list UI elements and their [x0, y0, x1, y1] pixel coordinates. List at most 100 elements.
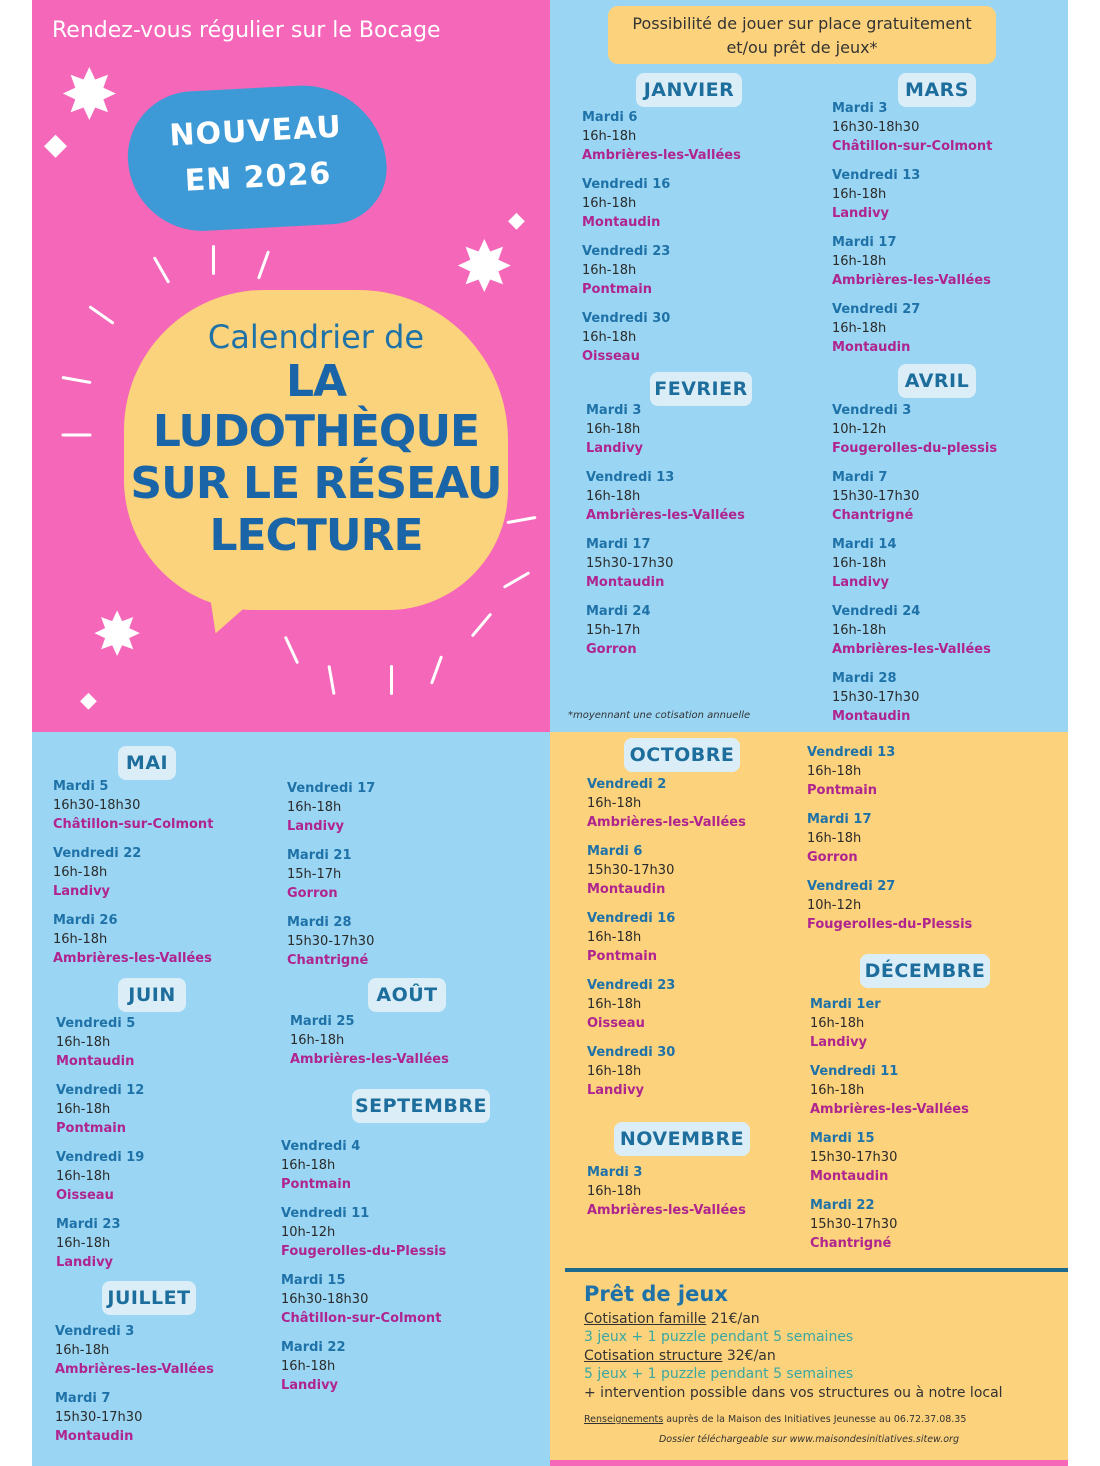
calendrier-de: Calendrier de	[207, 318, 425, 356]
event-time: 16h-18h	[587, 930, 642, 945]
structure-line: Cotisation structure 32€/an	[584, 1347, 776, 1365]
event-time: 10h-12h	[281, 1225, 336, 1240]
event-item: Mardi 3 16h-18h Landivy	[586, 401, 643, 458]
event-place: Landivy	[281, 1378, 339, 1393]
rens-text: auprès de la Maison des Initiatives Jeun…	[666, 1414, 967, 1425]
event-item: Vendredi 24 16h-18h Ambrières-les-Vallées	[832, 602, 991, 659]
event-item: Mardi 17 16h-18h Gorron	[807, 810, 872, 867]
footnote: *moyennant une cotisation annuelle	[568, 710, 751, 721]
calendar-panel-oct-dec	[550, 732, 1068, 1466]
event-place: Montaudin	[582, 215, 661, 230]
event-item: Mardi 15 16h30-18h30 Châtillon-sur-Colmont	[281, 1271, 441, 1328]
event-place: Fougerolles-du-Plessis	[807, 917, 973, 932]
sparkle-icon: ✸	[92, 600, 143, 670]
event-item: Vendredi 3 10h-12h Fougerolles-du-plessis	[832, 401, 997, 458]
event-day: Mardi 17	[807, 812, 872, 827]
month-header: DÉCEMBRE	[860, 954, 990, 988]
event-item: Vendredi 11 10h-12h Fougerolles-du-Plessis	[281, 1204, 446, 1261]
month-header: AOÛT	[368, 978, 446, 1012]
event-item: Mardi 22 16h-18h Landivy	[281, 1338, 346, 1395]
event-day: Mardi 15	[281, 1273, 346, 1288]
month-header: OCTOBRE	[624, 738, 740, 772]
title-line: LA	[285, 356, 347, 407]
event-item: Vendredi 22 16h-18h Landivy	[53, 844, 141, 901]
famille-price: 21€/an	[710, 1311, 760, 1327]
event-item: Mardi 7 15h30-17h30 Montaudin	[55, 1389, 142, 1446]
event-time: 15h30-17h30	[587, 863, 675, 878]
rens-label: Renseignements	[584, 1414, 664, 1425]
structure-label: Cotisation structure	[584, 1348, 723, 1364]
event-day: Vendredi 5	[56, 1016, 136, 1031]
event-time: 16h-18h	[582, 330, 637, 345]
event-place: Chantrigné	[287, 953, 369, 968]
event-time: 16h-18h	[587, 997, 642, 1012]
event-item: Mardi 3 16h30-18h30 Châtillon-sur-Colmont	[832, 99, 992, 156]
event-time: 16h-18h	[55, 1343, 110, 1358]
event-day: Vendredi 19	[56, 1150, 145, 1165]
event-item: Vendredi 23 16h-18h Pontmain	[582, 242, 670, 299]
event-day: Mardi 21	[287, 848, 352, 863]
event-time: 16h-18h	[810, 1083, 865, 1098]
event-place: Gorron	[807, 850, 858, 865]
event-item: Mardi 26 16h-18h Ambrières-les-Vallées	[53, 911, 212, 968]
event-time: 16h-18h	[586, 422, 641, 437]
month-header: JUILLET	[102, 1281, 196, 1315]
event-item: Mardi 23 16h-18h Landivy	[56, 1215, 121, 1272]
event-place: Fougerolles-du-plessis	[832, 441, 998, 456]
event-time: 16h-18h	[582, 196, 637, 211]
event-time: 16h-18h	[810, 1016, 865, 1031]
event-place: Ambrières-les-Vallées	[810, 1102, 969, 1117]
event-day: Vendredi 24	[832, 604, 921, 619]
event-day: Vendredi 27	[807, 879, 896, 894]
event-day: Mardi 6	[587, 844, 643, 859]
event-place: Ambrières-les-Vallées	[55, 1362, 214, 1377]
note-line: Possibilité de jouer sur place gratuitem…	[632, 14, 972, 33]
event-day: Vendredi 23	[582, 244, 671, 259]
event-day: Vendredi 23	[587, 978, 676, 993]
event-item: Mardi 28 15h30-17h30 Montaudin	[832, 669, 919, 726]
nouveau-line2: EN 2026	[183, 156, 333, 199]
event-time: 16h30-18h30	[832, 120, 920, 135]
event-time: 10h-12h	[807, 898, 862, 913]
event-time: 16h-18h	[56, 1169, 111, 1184]
dossier-link: Dossier téléchargeable sur www.maisondes…	[658, 1434, 959, 1445]
event-item: Vendredi 3 16h-18h Ambrières-les-Vallées	[55, 1322, 214, 1379]
event-item: Vendredi 13 16h-18h Landivy	[832, 166, 920, 223]
event-time: 16h-18h	[56, 1035, 111, 1050]
event-day: Vendredi 27	[832, 302, 921, 317]
event-day: Mardi 7	[55, 1391, 111, 1406]
event-time: 16h-18h	[53, 932, 108, 947]
event-place: Oisseau	[587, 1016, 645, 1031]
event-place: Landivy	[587, 1083, 645, 1098]
event-place: Landivy	[53, 884, 111, 899]
divider	[565, 1268, 1068, 1272]
event-time: 16h-18h	[281, 1359, 336, 1374]
event-place: Montaudin	[586, 575, 665, 590]
event-place: Pontmain	[807, 783, 877, 798]
event-time: 15h30-17h30	[586, 556, 674, 571]
event-item: Vendredi 17 16h-18h Landivy	[287, 779, 375, 836]
event-day: Mardi 3	[587, 1165, 643, 1180]
event-day: Vendredi 16	[582, 177, 671, 192]
month-header: SEPTEMBRE	[352, 1089, 490, 1123]
event-day: Mardi 26	[53, 913, 118, 928]
event-place: Ambrières-les-Vallées	[587, 815, 746, 830]
structure-price: 32€/an	[726, 1348, 776, 1364]
event-time: 16h-18h	[586, 489, 641, 504]
event-item: Mardi 1er 16h-18h Landivy	[810, 995, 881, 1052]
event-time: 15h-17h	[287, 867, 342, 882]
event-day: Mardi 25	[290, 1014, 355, 1029]
event-item: Vendredi 12 16h-18h Pontmain	[56, 1081, 144, 1138]
month-header: NOVEMBRE	[614, 1122, 750, 1156]
event-item: Mardi 5 16h30-18h30 Châtillon-sur-Colmont	[53, 777, 213, 834]
event-time: 16h-18h	[582, 263, 637, 278]
ray-decoration	[390, 665, 393, 695]
event-place: Ambrières-les-Vallées	[53, 951, 212, 966]
event-day: Vendredi 4	[281, 1139, 361, 1154]
event-item: Vendredi 27 16h-18h Montaudin	[832, 300, 920, 357]
event-place: Châtillon-sur-Colmont	[832, 139, 993, 154]
month-header: FEVRIER	[650, 372, 752, 406]
event-day: Mardi 22	[810, 1198, 875, 1213]
nouveau-badge: NOUVEAU EN 2026	[124, 81, 390, 235]
event-place: Ambrières-les-Vallées	[587, 1203, 746, 1218]
